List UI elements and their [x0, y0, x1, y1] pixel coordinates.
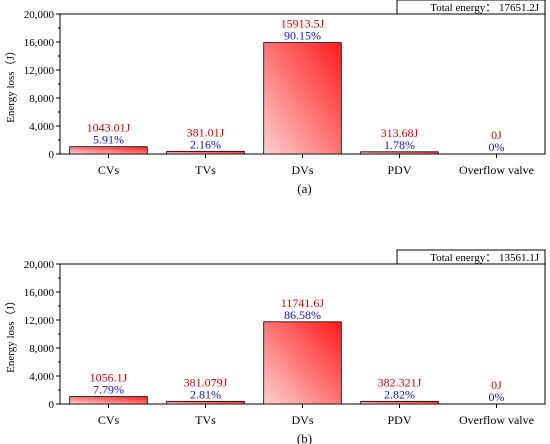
x-tick-label: PDV — [387, 413, 411, 427]
y-tick-label: 16,000 — [24, 287, 55, 299]
y-axis-label: Energy loss（J） — [4, 295, 17, 373]
panel-label: (b) — [297, 431, 312, 444]
percent-data-label: 0% — [489, 140, 505, 154]
total-energy-box — [396, 0, 546, 15]
y-tick-label: 8,000 — [29, 343, 54, 355]
percent-data-label: 0% — [489, 390, 505, 404]
percent-data-label: 2.81% — [190, 387, 221, 401]
total-energy-box — [396, 249, 546, 265]
y-tick-label: 0 — [49, 149, 55, 161]
bar-cvs — [69, 146, 148, 155]
bar-pdv — [360, 151, 439, 155]
percent-data-label: 5.91% — [93, 133, 124, 147]
percent-data-label: 2.16% — [190, 137, 221, 151]
bar-tvs — [166, 400, 245, 405]
percent-data-label: 90.15% — [284, 29, 321, 43]
y-tick-label: 12,000 — [24, 65, 55, 77]
bar-cvs — [69, 396, 148, 405]
x-tick-label: PDV — [387, 163, 411, 177]
y-tick-label: 4,000 — [29, 371, 54, 383]
panel-label: (a) — [297, 181, 311, 196]
y-tick-label: 16,000 — [24, 37, 55, 49]
percent-data-label: 7.79% — [93, 383, 124, 397]
x-tick-label: DVs — [291, 163, 313, 177]
energy-data-label: 1043.01J — [87, 121, 131, 135]
percent-data-label: 86.58% — [284, 308, 321, 322]
bar-dvs — [263, 321, 342, 405]
x-tick-label: CVs — [98, 413, 120, 427]
energy-data-label: 381.01J — [187, 125, 225, 139]
chart-panel: 0 4,000 8,000 12,000 16,000 20,000 Energy loss… — [4, 0, 546, 196]
x-tick-label: TVs — [195, 163, 216, 177]
y-tick-label: 20,000 — [24, 9, 55, 21]
bar-tvs — [166, 150, 245, 155]
energy-data-label: 0J — [491, 378, 502, 392]
y-tick-label: 4,000 — [29, 121, 54, 133]
y-tick-label: 8,000 — [29, 93, 54, 105]
y-tick-label: 20,000 — [24, 259, 55, 271]
x-tick-label: CVs — [98, 163, 120, 177]
energy-data-label: 0J — [491, 128, 502, 142]
energy-data-label: 381.079J — [184, 375, 228, 389]
energy-data-label: 1056.1J — [90, 371, 128, 385]
percent-data-label: 2.82% — [384, 387, 415, 401]
y-tick-label: 12,000 — [24, 315, 55, 327]
x-tick-label: DVs — [291, 413, 313, 427]
total-energy-annotation: Total energy： 13561.1J — [430, 252, 539, 264]
energy-data-label: 11741.6J — [281, 296, 325, 310]
energy-data-label: 382.321J — [378, 375, 422, 389]
energy-data-label: 15913.5J — [281, 17, 325, 31]
percent-data-label: 1.78% — [384, 138, 415, 152]
y-axis-label: Energy loss（J） — [4, 45, 17, 123]
bar-pdv — [360, 400, 439, 405]
x-tick-label: Overflow valve — [459, 413, 534, 427]
bar-dvs — [263, 42, 342, 155]
y-tick-label: 0 — [49, 399, 55, 411]
x-tick-label: Overflow valve — [459, 163, 534, 177]
x-tick-label: TVs — [195, 413, 216, 427]
energy-data-label: 313.68J — [381, 126, 419, 140]
total-energy-annotation: Total energy： 17651.2J — [430, 2, 539, 14]
chart-panel: 0 4,000 8,000 12,000 16,000 20,000 Energy loss… — [4, 249, 546, 444]
